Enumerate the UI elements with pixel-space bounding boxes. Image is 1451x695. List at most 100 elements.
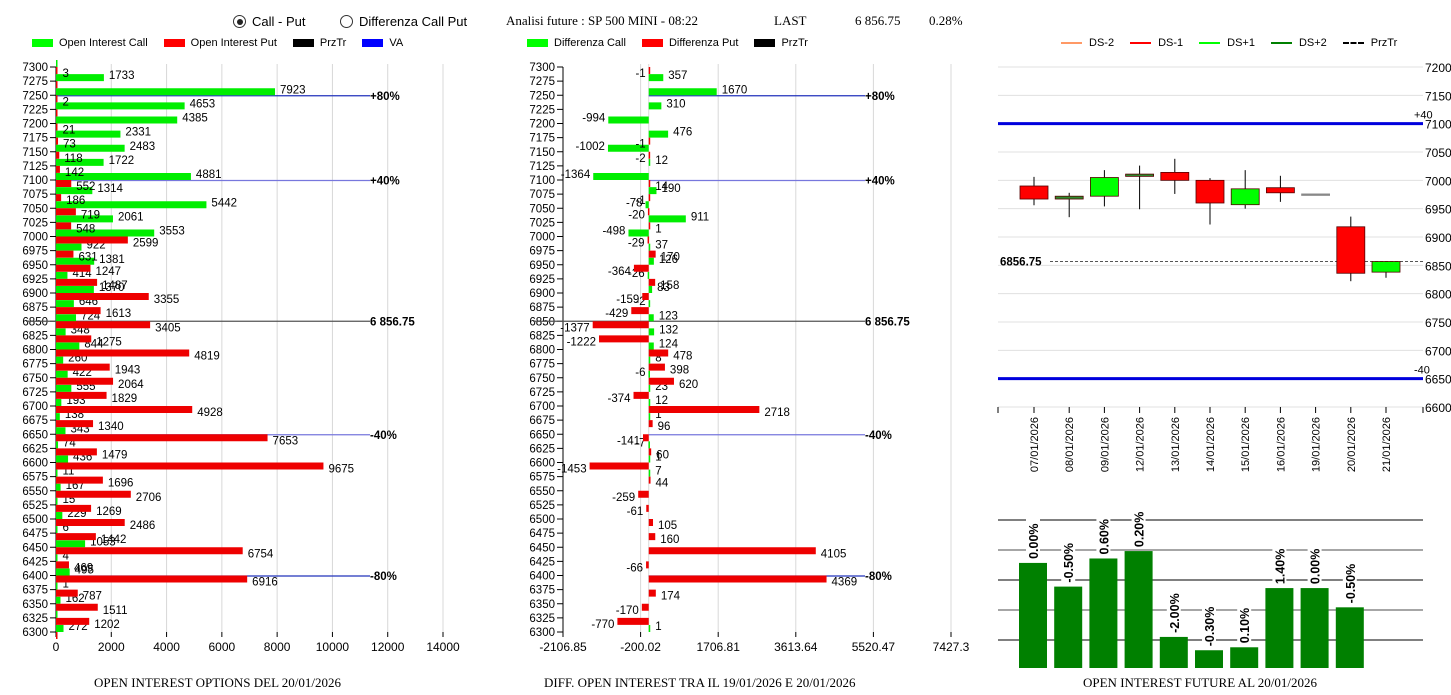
bar-value-label: 4105 — [821, 548, 847, 560]
bar-value-label: 1 — [655, 621, 661, 633]
put-bar — [56, 589, 78, 597]
bar-value-label: 158 — [660, 280, 679, 292]
future-oi-bar — [1124, 551, 1153, 668]
legend-diff: Differenza Call Differenza Put PrzTr — [527, 37, 824, 49]
y-tick-label: 7275 — [22, 76, 48, 88]
legend-swatch — [527, 39, 548, 47]
bar-value-label: 6916 — [252, 577, 278, 589]
bar-value-label: 1829 — [112, 393, 138, 405]
legend-item-diff-put: Differenza Put — [641, 37, 738, 49]
call-bar — [56, 610, 58, 618]
put-bar — [648, 278, 656, 286]
put-bar — [56, 617, 90, 625]
put-bar — [56, 222, 72, 230]
put-bar — [56, 208, 76, 216]
legend-swatch — [641, 39, 663, 47]
put-bar — [56, 264, 91, 272]
put-bar — [646, 504, 649, 512]
y-tick-label: 6450 — [22, 542, 48, 554]
reference-label: 6 856.75 — [865, 316, 910, 328]
bar-value-label: 142 — [65, 167, 84, 179]
y-tick-label: 6900 — [529, 288, 555, 300]
y-tick-label: 6600 — [529, 458, 555, 470]
bar-value-label: -141 — [617, 435, 640, 447]
bar-value-label: 1696 — [108, 478, 134, 490]
y-tick-label: 6825 — [22, 330, 48, 342]
y-tick-label: 6325 — [529, 613, 555, 625]
bar-value-label: -1453 — [557, 464, 586, 476]
radio-call-put[interactable]: Call - Put — [233, 14, 305, 29]
y-tick-label: 7300 — [529, 62, 555, 74]
bar-value-label: 7 — [655, 466, 661, 478]
last-value: 6 856.75 — [855, 13, 901, 28]
bar-value-label: -2 — [635, 296, 645, 308]
diff-open-interest-chart: -2106.85 -200.02 1706.81 3613.64 5520.47 7427… — [529, 62, 969, 654]
bar-value-label: -994 — [582, 113, 606, 125]
put-bar — [648, 194, 651, 202]
put-bar — [648, 533, 656, 541]
y-tick-label: 6800 — [1425, 288, 1451, 302]
y-tick-label: 7125 — [22, 161, 48, 173]
reference-label: -40% — [865, 430, 892, 442]
call-bar — [648, 356, 651, 364]
bar-value-label: -498 — [602, 226, 625, 238]
bar-value-label: 0.00% — [1027, 523, 1041, 558]
caption-oi: OPEN INTEREST OPTIONS DEL 20/01/2026 — [94, 675, 341, 690]
call-bar — [648, 300, 651, 308]
x-tick-label: 07/01/2026 — [1029, 417, 1041, 472]
bar-value-label: -29 — [628, 238, 645, 250]
label-background — [1202, 596, 1216, 647]
label-background — [1131, 497, 1146, 548]
bar-value-label: 73 — [63, 139, 76, 151]
legend-item-call: Open Interest Call — [32, 37, 148, 49]
bar-value-label: 12 — [655, 155, 668, 167]
y-tick-label: 7275 — [529, 76, 555, 88]
bar-value-label: 2599 — [133, 238, 159, 250]
y-tick-label: 6800 — [529, 345, 555, 357]
candle-body — [1019, 185, 1049, 200]
bar-value-label: -0.50% — [1344, 564, 1358, 604]
legend-line — [1270, 42, 1292, 44]
future-oi-bar — [1195, 650, 1223, 668]
y-tick-label: 6675 — [22, 415, 48, 427]
put-bar — [589, 462, 649, 470]
bar-value-label: 1 — [655, 452, 661, 464]
y-tick-label: 7200 — [1425, 61, 1451, 75]
bar-value-label: -1 — [635, 195, 645, 207]
x-tick-label: 0 — [53, 640, 60, 654]
legend-swatch — [32, 39, 53, 47]
put-bar — [56, 307, 101, 315]
y-tick-label: 6750 — [22, 373, 48, 385]
y-tick-label: 6575 — [529, 472, 555, 484]
legend-item-ds+1: DS+1 — [1199, 37, 1255, 49]
bar-value-label: -1 — [635, 139, 645, 151]
call-bar — [56, 568, 70, 576]
x-tick-label: 12/01/2026 — [1135, 417, 1147, 472]
radio-differenza-call-put[interactable]: Differenza Call Put — [340, 14, 467, 29]
put-bar — [56, 519, 125, 526]
put-bar — [56, 335, 92, 343]
put-bar — [647, 208, 650, 216]
change-percent: 0.28% — [929, 13, 963, 28]
legend-line — [1061, 42, 1082, 44]
y-tick-label: 6775 — [529, 359, 555, 371]
bar-value-label: -259 — [612, 492, 635, 504]
future-oi-chart: 0.00% -0.50% 0.60% 0.20% -2.00% -0.30% 0.10% 1.… — [998, 497, 1423, 668]
y-tick-label: 6375 — [529, 585, 555, 597]
y-tick-label: 6575 — [22, 472, 48, 484]
bar-value-label: -364 — [608, 266, 632, 278]
put-bar — [56, 603, 98, 611]
y-tick-label: 7050 — [1425, 146, 1451, 160]
call-bar — [56, 328, 66, 336]
y-tick-label: 6650 — [529, 429, 555, 441]
put-bar — [56, 81, 58, 89]
bar-value-label: 4 — [63, 550, 70, 562]
put-bar — [599, 335, 649, 343]
call-bar — [648, 88, 717, 96]
bar-value-label: 1314 — [97, 183, 123, 195]
future-oi-bar — [1089, 558, 1118, 668]
bar-value-label: 552 — [76, 181, 95, 193]
bar-value-label: 4928 — [197, 407, 223, 419]
label-background — [1272, 534, 1287, 585]
candle-body — [1336, 226, 1366, 274]
